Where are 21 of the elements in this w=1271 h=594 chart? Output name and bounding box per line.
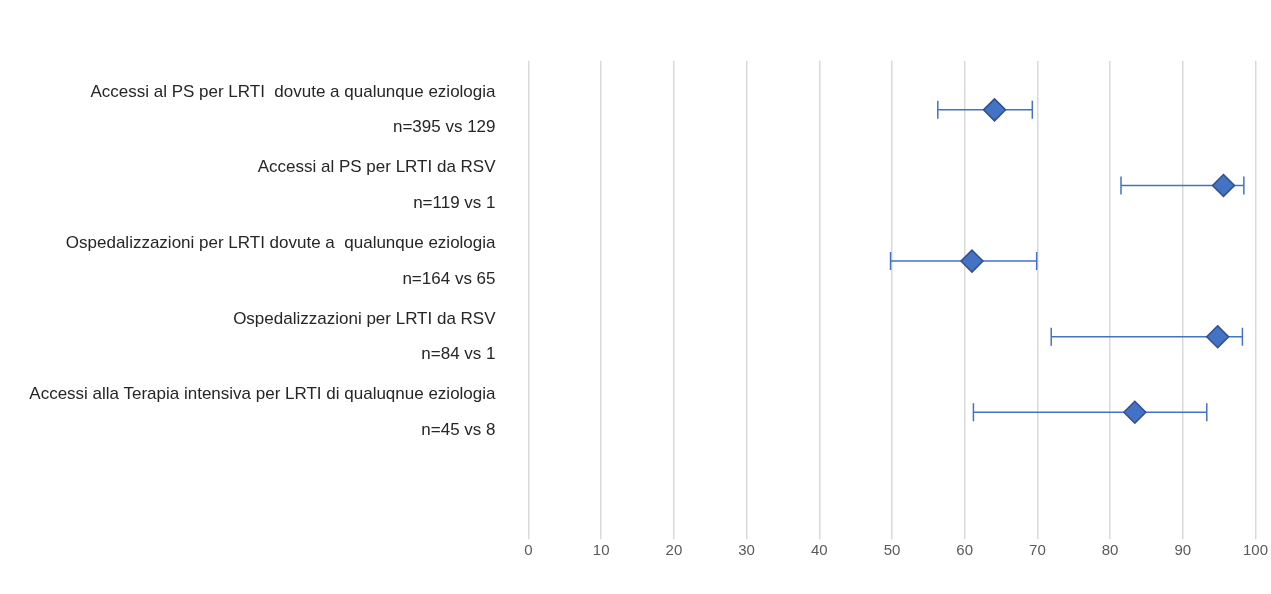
point	[960, 249, 984, 273]
y-tick-label: Ospedalizzazioni per LRTI dovute a qualunque eziologia n=164 vs 65	[65, 232, 497, 288]
point	[1123, 400, 1147, 425]
point	[1211, 173, 1236, 198]
y-tick-label: Accessi al PS per LRTI da RSV n=119 vs 1	[257, 157, 497, 212]
x-tick-label: 60	[956, 541, 974, 559]
x-tick-label: 90	[1174, 541, 1192, 559]
x-tick-label: 100	[1242, 541, 1268, 559]
x-tick-label: 30	[738, 541, 755, 559]
y-tick-label: Ospedalizzazioni per LRTI da RSV n=84 vs 1	[233, 308, 497, 364]
x-tick-label: 10	[592, 541, 610, 559]
x-tick-label: 40	[810, 541, 828, 559]
x-tick-label: 80	[1101, 541, 1119, 559]
x-tick-label: 70	[1029, 541, 1046, 559]
y-tick-label: Accessi al PS per LRTI dovute a qualunque eziologia n=395 vs 129	[90, 81, 497, 137]
point	[1205, 324, 1230, 349]
x-tick-label: 0	[524, 541, 533, 559]
x-tick-label: 20	[665, 541, 683, 559]
y-tick-label: Accessi alla Terapia intensiva per LRTI di qualuqnue eziologia n=45 vs 8	[29, 384, 497, 439]
x-tick-label: 50	[883, 541, 901, 559]
point	[982, 98, 1007, 122]
